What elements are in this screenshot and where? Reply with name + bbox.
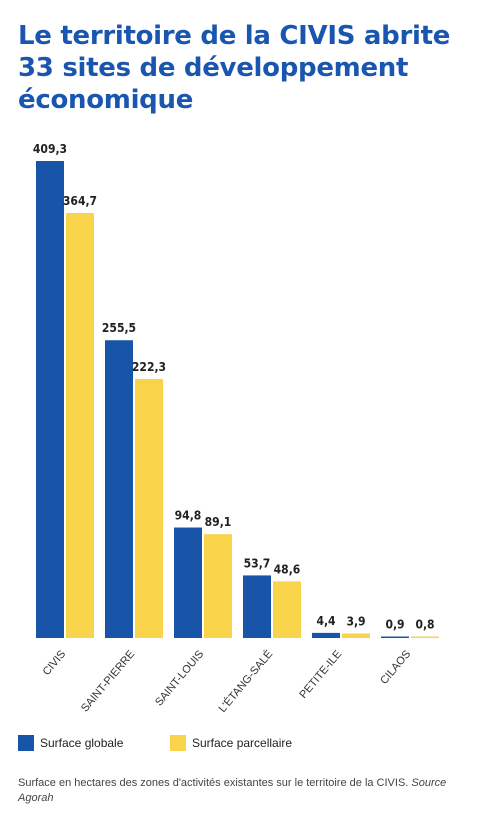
category-label-1: SAINT-PIERRE bbox=[79, 648, 137, 714]
category-label-4: PETITE-ILE bbox=[297, 648, 344, 701]
category-label-2: SAINT-LOUIS bbox=[153, 648, 206, 708]
value-label-surface-globale-1: 255,5 bbox=[102, 321, 136, 335]
category-label-0: CIVIS bbox=[41, 648, 69, 678]
value-label-surface-parcellaire-2: 89,1 bbox=[205, 515, 232, 529]
legend-swatch-surface-globale bbox=[18, 735, 34, 751]
bar-surface-parcellaire-3 bbox=[273, 581, 301, 638]
bar-surface-parcellaire-2 bbox=[204, 534, 232, 638]
bar-surface-parcellaire-5 bbox=[411, 636, 439, 638]
value-label-surface-parcellaire-1: 222,3 bbox=[132, 360, 166, 374]
bar-surface-globale-1 bbox=[105, 340, 133, 638]
bar-surface-globale-3 bbox=[243, 575, 271, 638]
category-label-5: CILAOS bbox=[378, 648, 413, 687]
value-label-surface-parcellaire-5: 0,8 bbox=[415, 618, 434, 632]
legend-swatch-surface-parcellaire bbox=[170, 735, 186, 751]
bar-chart: 409,3 364,7 CIVIS 255,5 222,3 SAINT-PIERRE 94,… bbox=[33, 142, 439, 715]
legend-item-surface-globale: Surface globale bbox=[18, 735, 123, 751]
value-label-surface-parcellaire-0: 364,7 bbox=[63, 194, 97, 208]
footnote-source: Source Agorah bbox=[18, 777, 447, 804]
value-label-surface-globale-0: 409,3 bbox=[33, 142, 67, 156]
bar-surface-parcellaire-0 bbox=[66, 212, 94, 638]
value-label-surface-globale-5: 0,9 bbox=[385, 618, 404, 632]
bar-surface-parcellaire-4 bbox=[342, 633, 370, 638]
value-label-surface-parcellaire-4: 3,9 bbox=[346, 614, 365, 628]
bar-surface-globale-2 bbox=[174, 527, 202, 638]
bar-surface-globale-0 bbox=[36, 161, 64, 638]
footnote-text: Surface en hectares des zones d'activité… bbox=[18, 777, 409, 789]
chart-title: Le territoire de la CIVIS abrite 33 site… bbox=[18, 21, 451, 115]
value-label-surface-globale-2: 94,8 bbox=[175, 509, 202, 523]
category-label-3: L'ÉTANG-SALÉ bbox=[216, 648, 276, 715]
bar-surface-parcellaire-1 bbox=[135, 378, 163, 638]
legend-label-surface-globale: Surface globale bbox=[40, 736, 124, 750]
value-label-surface-globale-3: 53,7 bbox=[244, 556, 271, 570]
footnote: Surface en hectares des zones d'activité… bbox=[18, 776, 478, 806]
value-label-surface-globale-4: 4,4 bbox=[316, 614, 336, 628]
value-label-surface-parcellaire-3: 48,6 bbox=[274, 562, 301, 576]
legend-item-surface-parcellaire: Surface parcellaire bbox=[170, 735, 292, 751]
bar-surface-globale-5 bbox=[381, 636, 409, 638]
legend-label-surface-parcellaire: Surface parcellaire bbox=[192, 736, 293, 750]
bar-surface-globale-4 bbox=[312, 632, 340, 638]
